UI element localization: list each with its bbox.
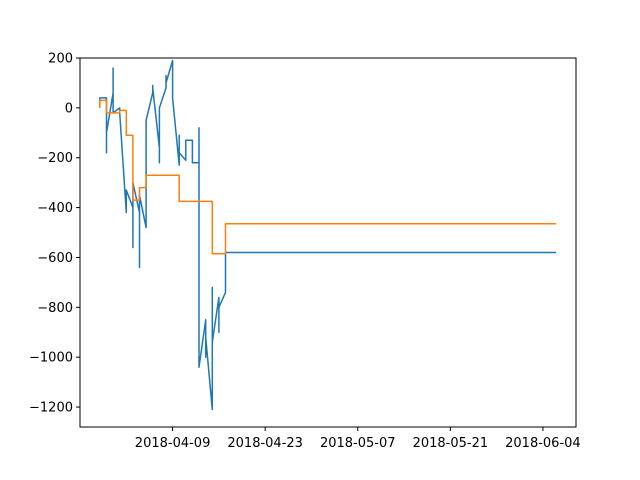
- x-tick-label: 2018-04-23: [227, 436, 303, 451]
- x-tick-label: 2018-05-07: [320, 436, 396, 451]
- y-tick-label: −200: [37, 151, 73, 166]
- series-line: [99, 59, 557, 411]
- series-0: [99, 59, 557, 411]
- y-tick-label: −600: [37, 251, 73, 266]
- y-axis: 200 0 −200 −400 −600 −800 −1000 −1200: [29, 52, 80, 416]
- y-tick-label: −400: [37, 201, 73, 216]
- y-tick-label: −1000: [29, 351, 73, 366]
- x-tick-label: 2018-06-04: [505, 436, 581, 451]
- x-tick-label: 2018-04-09: [135, 436, 211, 451]
- x-axis: 2018-04-09 2018-04-23 2018-05-07 2018-05-21…: [135, 427, 581, 451]
- x-tick-label: 2018-05-21: [413, 436, 489, 451]
- series-layer: [99, 59, 557, 411]
- y-tick-label: 200: [48, 52, 73, 67]
- y-tick-label: 0: [65, 101, 73, 116]
- y-tick-label: −1200: [29, 401, 73, 416]
- series-1: [99, 99, 557, 255]
- y-tick-label: −800: [37, 301, 73, 316]
- series-line: [99, 99, 557, 255]
- plot-frame: [79, 57, 577, 428]
